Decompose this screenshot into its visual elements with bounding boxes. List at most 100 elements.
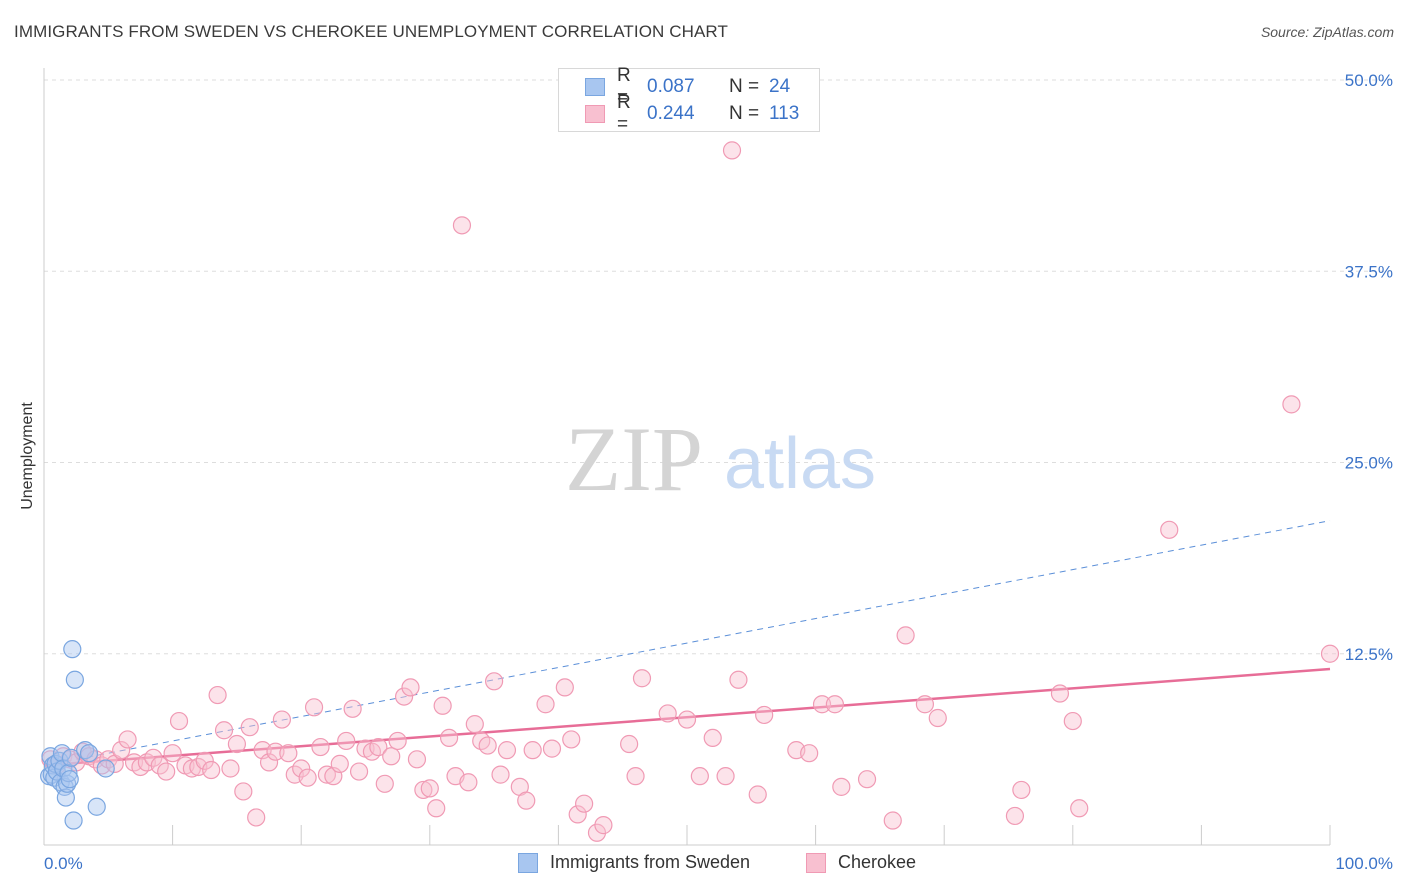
n-label: N = (729, 76, 760, 97)
source-label: Source: ZipAtlas.com (1260, 24, 1394, 40)
cherokee-point (195, 751, 214, 770)
cherokee-point (485, 672, 504, 691)
cherokee-point (407, 750, 427, 769)
cherokee-point (202, 760, 221, 780)
cherokee-point (568, 805, 587, 824)
watermark-atlas: atlas (724, 424, 876, 504)
n-value: 24 (769, 76, 791, 97)
legend-label-sweden: Immigrants from Sweden (550, 852, 751, 872)
cherokee-point (362, 742, 382, 761)
legend-swatch-sweden (585, 78, 605, 96)
r-value: 0.087 (647, 76, 695, 97)
cherokee-point (124, 753, 144, 772)
cherokee-point (555, 678, 574, 697)
cherokee-point (497, 741, 517, 760)
cherokee-point (292, 759, 311, 778)
x-tick-label-left: 0.0% (44, 854, 83, 873)
cherokee-point (536, 695, 555, 714)
cherokee-point (298, 768, 317, 787)
cherokee-point (883, 811, 902, 830)
cherokee-point (1005, 806, 1025, 826)
cherokee-trend-line (43, 667, 1331, 767)
cherokee-point (112, 741, 131, 760)
y-tick-label: 25.0% (1345, 454, 1393, 473)
cherokee-point (349, 762, 369, 781)
r-label: R = (617, 92, 631, 135)
cherokee-point (594, 816, 613, 835)
y-tick-label: 37.5% (1345, 262, 1393, 281)
cherokee-point (491, 765, 510, 784)
cherokee-point (542, 739, 562, 758)
y-axis-label: Unemployment (19, 402, 36, 510)
series-legend: Immigrants from Sweden Cherokee (0, 852, 1406, 878)
cherokee-point (1012, 780, 1031, 800)
cherokee-point (157, 762, 176, 781)
sweden-point (52, 744, 72, 763)
cherokee-point (247, 808, 266, 827)
cherokee-point (459, 773, 478, 792)
cherokee-point (304, 698, 324, 717)
cherokee-point (632, 669, 652, 688)
y-tick-label: 12.5% (1345, 645, 1393, 664)
sweden-point (96, 759, 115, 778)
sweden-point (65, 670, 84, 689)
cherokee-point (1050, 684, 1070, 703)
legend-item-cherokee: Cherokee (806, 852, 916, 873)
cherokee-point (478, 736, 497, 755)
legend-swatch-cherokee (806, 852, 826, 873)
sweden-trend-line (43, 520, 1331, 766)
cherokee-point (272, 710, 292, 729)
sweden-point (87, 797, 106, 816)
cherokee-point (523, 741, 542, 760)
n-value: 113 (769, 103, 800, 124)
cherokee-point (394, 687, 414, 706)
cherokee-point (729, 670, 748, 689)
cherokee-point (427, 799, 446, 818)
cherokee-point (915, 695, 935, 714)
y-tick-labels: 12.5% 25.0% 37.5% 50.0% (1345, 71, 1393, 664)
legend-swatch-sweden (518, 852, 538, 873)
cherokee-point (620, 734, 639, 754)
cherokee-point (375, 774, 394, 793)
chart-title: IMMIGRANTS FROM SWEDEN VS CHEROKEE UNEMP… (14, 22, 728, 41)
cherokee-point (825, 695, 844, 714)
cherokee-point (369, 737, 388, 757)
cherokee-point (240, 718, 259, 737)
cherokee-point (575, 794, 594, 813)
legend-row-sweden: R = 0.087 N = 24 (585, 65, 791, 108)
cherokee-point (452, 216, 472, 235)
cherokee-point (658, 704, 677, 723)
legend-item-sweden: Immigrants from Sweden (518, 852, 750, 873)
correlation-legend: R = 0.087 N = 24 R = 0.244 N = 113 (558, 65, 820, 135)
cherokee-point (131, 757, 150, 777)
cherokee-point (414, 780, 433, 800)
sweden-point (61, 748, 81, 767)
cherokee-point (214, 721, 234, 740)
cherokee-point (755, 705, 774, 725)
x-tick-label-right: 100.0% (1335, 854, 1393, 873)
cherokee-point (748, 785, 767, 804)
cherokee-point (677, 710, 697, 729)
cherokee-point (928, 708, 947, 728)
cherokee-point (317, 765, 337, 784)
cherokee-point (439, 728, 459, 748)
n-label: N = (729, 103, 760, 124)
cherokee-point (208, 685, 227, 705)
cherokee-point (1063, 711, 1082, 731)
cherokee-point (722, 141, 742, 160)
cherokee-point (118, 730, 137, 749)
cherokee-point (234, 782, 253, 801)
sweden-point (64, 811, 83, 830)
cherokee-point (433, 696, 452, 715)
cherokee-point (690, 767, 709, 786)
cherokee-point (169, 711, 189, 731)
x-tick-labels: 0.0% 100.0% (44, 854, 1393, 873)
cherokee-point (517, 791, 536, 810)
cherokee-point (812, 695, 832, 714)
cherokee-point (896, 626, 915, 645)
cherokee-point (832, 777, 851, 796)
watermark-zip: ZIP (565, 408, 703, 510)
legend-row-cherokee: R = 0.244 N = 113 (585, 92, 800, 135)
trend-lines (43, 520, 1331, 767)
